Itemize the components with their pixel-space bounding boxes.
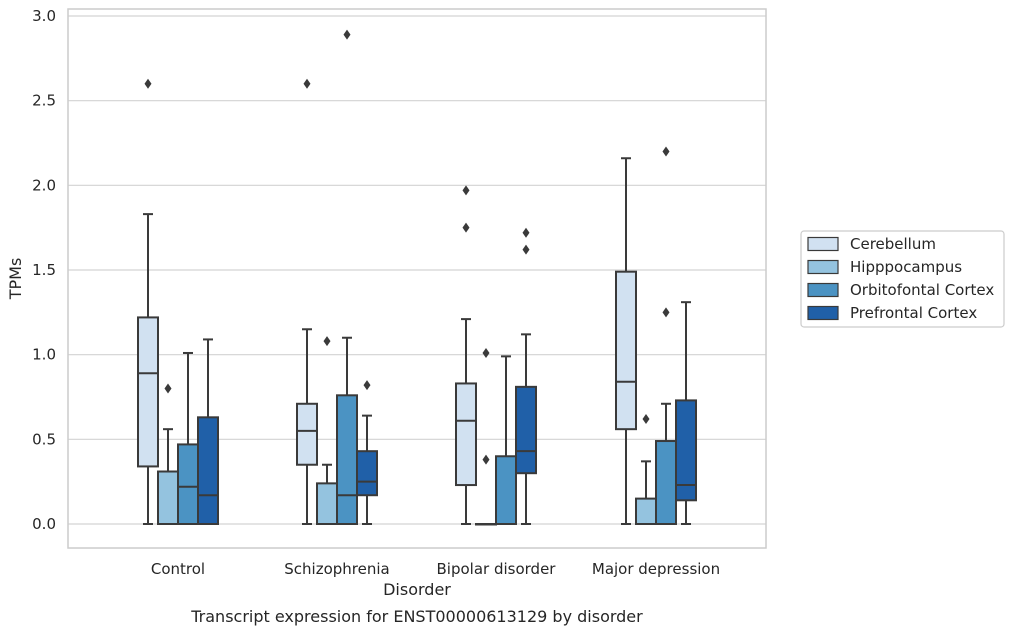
x-axis-ticks: Control Schizophrenia Bipolar disorder Majo…	[151, 560, 720, 578]
box-iqr	[296, 402, 318, 466]
outlier-point	[462, 222, 470, 233]
box-orbitofontal-cortex-2	[495, 355, 517, 525]
chart-caption: Transcript expression for ENST0000061312…	[190, 607, 643, 626]
plot-frame	[67, 8, 767, 549]
box-iqr	[495, 455, 517, 525]
outlier-point	[522, 244, 530, 255]
y-tick-label: 1.5	[32, 261, 56, 279]
y-tick-label: 2.5	[32, 92, 56, 110]
box-hipppocampus-1	[316, 336, 338, 525]
y-tick-label: 0.0	[32, 515, 56, 533]
box-iqr	[455, 382, 477, 487]
y-axis-label: TPMs	[6, 258, 25, 301]
box-iqr	[615, 270, 637, 431]
box-iqr	[356, 450, 378, 497]
legend-swatch	[807, 259, 839, 275]
legend-swatch	[807, 305, 839, 321]
legend-label: Orbitofontal Cortex	[850, 281, 994, 299]
box-iqr	[336, 394, 358, 525]
box-iqr	[316, 482, 338, 525]
x-tick-label: Bipolar disorder	[437, 560, 557, 578]
box-iqr	[515, 385, 537, 475]
y-tick-label: 0.5	[32, 430, 56, 448]
box-iqr	[635, 497, 657, 526]
gridlines	[68, 15, 766, 525]
box-hipppocampus-2	[475, 347, 497, 526]
outlier-point	[642, 414, 650, 425]
box-prefrontal-cortex-1	[356, 380, 378, 525]
outlier-point	[662, 146, 670, 157]
box-iqr	[675, 399, 697, 502]
outlier-point	[164, 383, 172, 394]
box-hipppocampus-3	[635, 414, 657, 526]
outlier-point	[482, 454, 490, 465]
legend-label: Cerebellum	[850, 235, 936, 253]
box-iqr	[655, 440, 677, 526]
outlier-point	[522, 227, 530, 238]
legend-swatch	[807, 282, 839, 298]
x-tick-label: Major depression	[592, 560, 720, 578]
x-axis-label: Disorder	[383, 580, 451, 599]
outlier-point	[662, 307, 670, 318]
box-orbitofontal-cortex-0	[177, 351, 199, 525]
y-axis-ticks: 0.0 0.5 1.0 1.5 2.0 2.5 3.0	[32, 7, 56, 533]
y-tick-label: 2.0	[32, 176, 56, 194]
outlier-point	[144, 78, 152, 89]
legend-label: Prefrontal Cortex	[850, 304, 977, 322]
x-tick-label: Control	[151, 560, 205, 578]
plot-area	[137, 29, 697, 526]
outlier-point	[343, 29, 351, 40]
box-hipppocampus-0	[157, 383, 179, 525]
outlier-point	[303, 78, 311, 89]
box-iqr	[137, 316, 159, 468]
y-tick-label: 3.0	[32, 7, 56, 25]
box-orbitofontal-cortex-3	[655, 146, 677, 526]
box-iqr	[197, 416, 219, 526]
legend-frame	[800, 230, 1005, 328]
legend-swatch	[807, 236, 839, 252]
outlier-point	[462, 185, 470, 196]
box-orbitofontal-cortex-1	[336, 29, 358, 525]
box-prefrontal-cortex-2	[515, 227, 537, 525]
box-prefrontal-cortex-3	[675, 301, 697, 525]
outlier-point	[363, 380, 371, 391]
box-cerebellum-1	[296, 78, 318, 525]
box-prefrontal-cortex-0	[197, 338, 219, 526]
box-iqr	[177, 443, 199, 525]
box-cerebellum-2	[455, 185, 477, 525]
x-tick-label: Schizophrenia	[284, 560, 389, 578]
box-cerebellum-0	[137, 78, 159, 525]
box-cerebellum-3	[615, 157, 637, 525]
legend: Cerebellum Hipppocampus Orbitofontal Corte…	[800, 230, 1005, 328]
box-iqr	[157, 470, 179, 525]
legend-label: Hipppocampus	[850, 258, 962, 276]
outlier-point	[482, 347, 490, 358]
outlier-point	[323, 336, 331, 347]
y-tick-label: 1.0	[32, 346, 56, 364]
